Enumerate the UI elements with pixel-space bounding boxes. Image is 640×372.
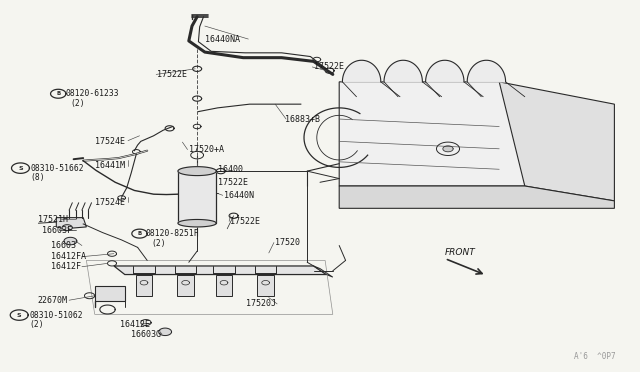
Polygon shape	[64, 237, 77, 245]
Polygon shape	[136, 275, 152, 296]
Polygon shape	[342, 60, 381, 82]
Text: 17522E: 17522E	[230, 217, 260, 226]
Text: 16603: 16603	[51, 241, 76, 250]
Polygon shape	[443, 146, 453, 152]
Text: 16603F: 16603F	[42, 226, 72, 235]
Text: 16412E: 16412E	[120, 320, 150, 329]
Text: 16441M: 16441M	[95, 161, 125, 170]
Text: 22670M: 22670M	[37, 296, 67, 305]
Polygon shape	[216, 275, 232, 296]
Polygon shape	[339, 82, 525, 186]
Text: 17522E: 17522E	[218, 178, 248, 187]
Polygon shape	[178, 219, 216, 227]
Text: 08310-51062: 08310-51062	[29, 311, 83, 320]
Polygon shape	[257, 275, 274, 296]
Polygon shape	[95, 286, 125, 301]
Polygon shape	[467, 60, 506, 82]
Text: 16440N: 16440N	[224, 191, 254, 200]
Polygon shape	[499, 82, 614, 201]
Polygon shape	[114, 266, 326, 275]
Text: (2): (2)	[151, 239, 166, 248]
Text: (2): (2)	[29, 320, 44, 329]
Text: 16883+B: 16883+B	[285, 115, 320, 124]
Polygon shape	[56, 218, 86, 229]
Text: 16412F: 16412F	[51, 262, 81, 271]
Text: 17524E: 17524E	[95, 198, 125, 207]
Text: 16412FA: 16412FA	[51, 252, 86, 261]
Text: S: S	[17, 312, 22, 318]
Text: 17520: 17520	[275, 238, 300, 247]
Polygon shape	[159, 328, 172, 336]
Text: S: S	[18, 166, 23, 171]
Bar	[178, 171, 216, 223]
Text: B: B	[56, 91, 60, 96]
Polygon shape	[426, 60, 464, 82]
Text: (2): (2)	[70, 99, 85, 108]
Polygon shape	[314, 266, 333, 277]
Text: 16400: 16400	[218, 165, 243, 174]
Text: A'6  ^0P7: A'6 ^0P7	[574, 352, 616, 361]
Text: 17524E: 17524E	[95, 137, 125, 146]
Polygon shape	[384, 60, 422, 82]
Text: 08120-61233: 08120-61233	[66, 89, 120, 98]
Polygon shape	[178, 167, 216, 176]
Text: 17521H: 17521H	[38, 215, 68, 224]
Text: 08310-51662: 08310-51662	[31, 164, 84, 173]
Text: B: B	[138, 231, 141, 236]
Text: (8): (8)	[31, 173, 45, 182]
Text: 08120-8251F: 08120-8251F	[146, 229, 200, 238]
Text: 17520J: 17520J	[246, 299, 276, 308]
Text: 16440NA: 16440NA	[205, 35, 240, 44]
Polygon shape	[339, 186, 614, 208]
Text: 17522E: 17522E	[157, 70, 187, 79]
Text: FRONT: FRONT	[445, 248, 476, 257]
Polygon shape	[177, 275, 194, 296]
Text: 17522E: 17522E	[314, 62, 344, 71]
Text: 16603G: 16603G	[131, 330, 161, 339]
Polygon shape	[62, 225, 72, 231]
Text: 17520+A: 17520+A	[189, 145, 224, 154]
